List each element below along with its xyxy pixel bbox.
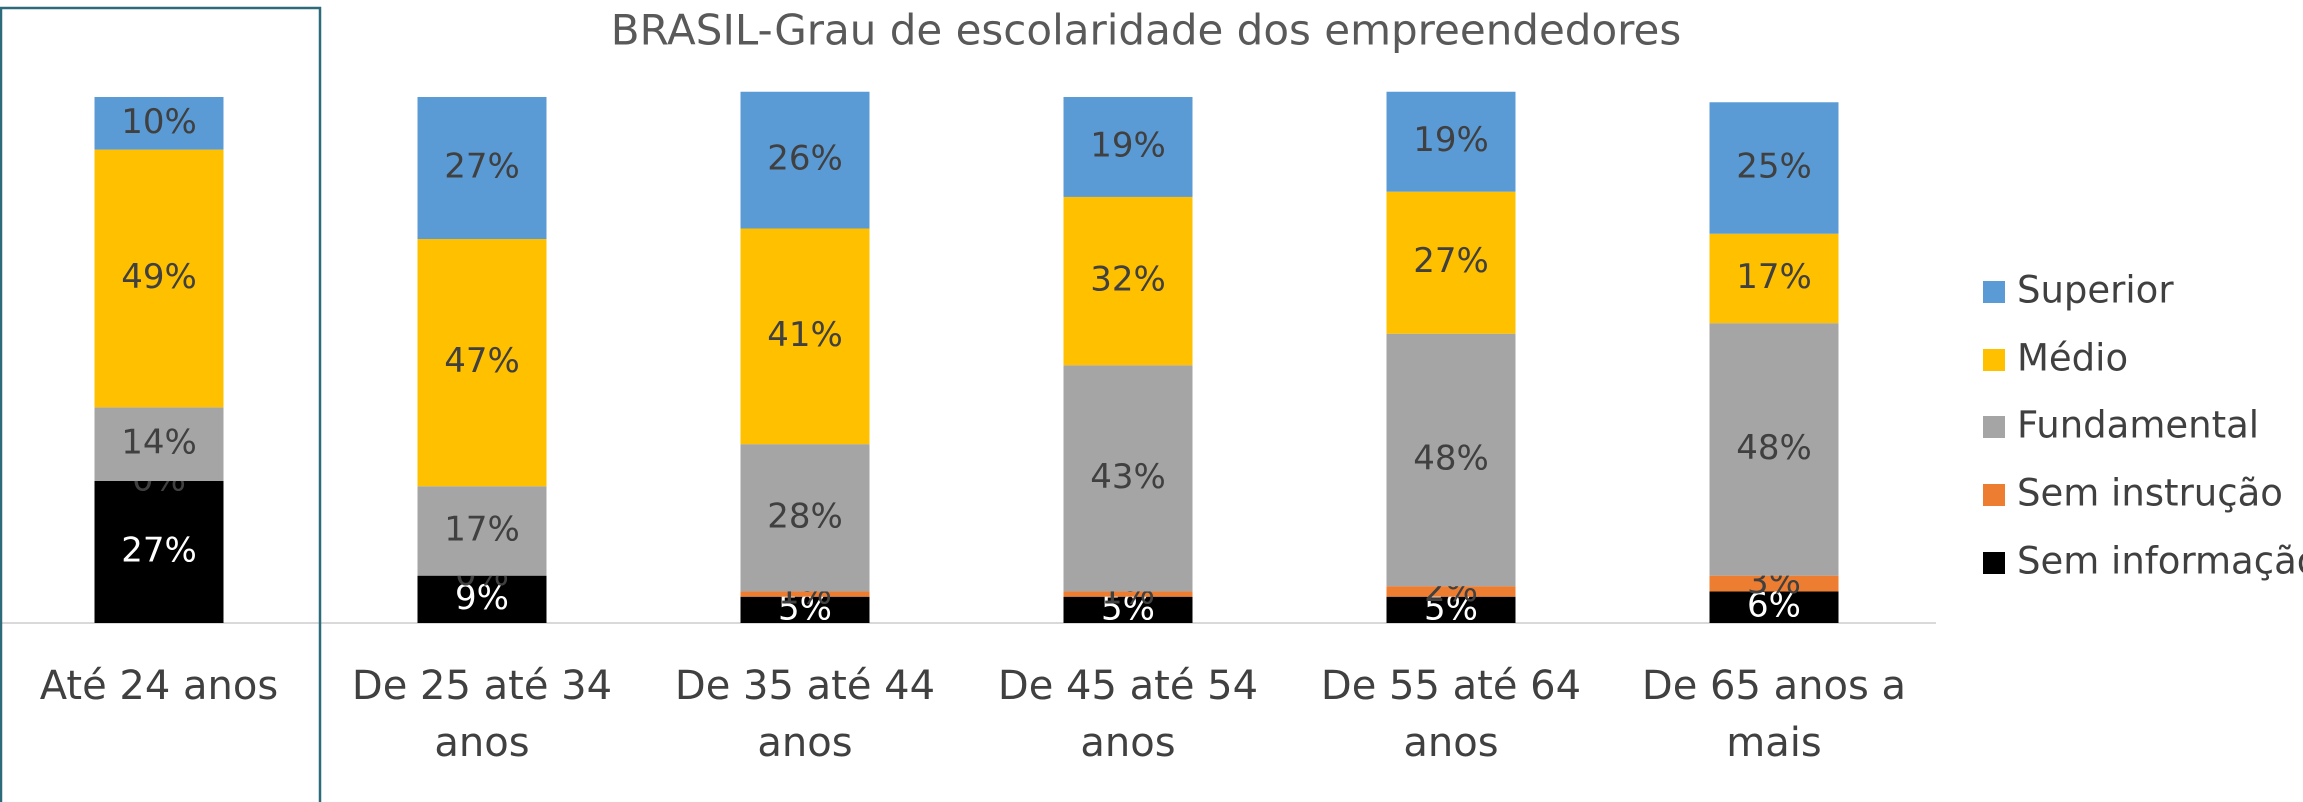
bar-segment <box>1386 333 1516 587</box>
data-label: 6% <box>1747 586 1801 626</box>
data-label: 25% <box>1736 147 1812 187</box>
chart-title: BRASIL-Grau de escolaridade dos empreend… <box>611 6 1681 55</box>
legend-swatch <box>1983 416 2005 438</box>
data-label: 27% <box>121 530 197 570</box>
data-label: 14% <box>121 423 197 463</box>
data-label: 28% <box>767 496 843 536</box>
data-label: 49% <box>121 257 197 297</box>
legend-label: Sem instrução <box>2017 472 2283 515</box>
x-tick-label: De 65 anos a mais <box>1641 663 1907 766</box>
bar-segment <box>94 97 224 150</box>
highlight-box <box>0 6 322 802</box>
bar-segment <box>1063 596 1193 623</box>
data-label: 9% <box>455 578 509 618</box>
data-label: 41% <box>767 315 843 355</box>
bar-segment <box>1709 102 1839 234</box>
x-tick-label: De 45 até 54 anos <box>997 663 1259 766</box>
bar-segment <box>1709 323 1839 576</box>
data-label: 26% <box>767 139 843 179</box>
bar-segment <box>740 596 870 623</box>
bar-segment <box>1386 191 1516 334</box>
bar-segment <box>1709 591 1839 623</box>
legend-swatch <box>1983 281 2005 303</box>
data-label: 19% <box>1413 120 1489 160</box>
x-tick-label: De 35 até 44 anos <box>674 663 936 766</box>
bar-segment <box>740 591 870 597</box>
legend-swatch <box>1983 552 2005 574</box>
bar-segment <box>740 444 870 592</box>
bar-segment <box>740 228 870 445</box>
data-label: 48% <box>1736 428 1812 468</box>
bar-segment <box>740 91 870 229</box>
data-label: 17% <box>1736 257 1812 297</box>
x-tick-label: Até 24 anos <box>39 663 279 709</box>
data-label: 10% <box>121 102 197 142</box>
bar-segment <box>417 239 547 487</box>
data-label: 27% <box>1413 241 1489 281</box>
bar-segment <box>417 97 547 240</box>
bar-segment <box>417 575 547 623</box>
bar-segment <box>1386 91 1516 192</box>
x-tick-label: De 25 até 34 anos <box>351 663 613 766</box>
bar-segment <box>1386 596 1516 623</box>
bar-segment <box>1386 586 1516 597</box>
bar-segment <box>417 486 547 576</box>
bar-segment <box>1063 196 1193 366</box>
data-label: 32% <box>1090 260 1166 300</box>
x-tick-label: De 55 até 64 anos <box>1320 663 1582 766</box>
legend-label: Superior <box>2017 269 2174 312</box>
bar-segment <box>1063 97 1193 197</box>
data-label: 17% <box>444 509 520 549</box>
data-label: 48% <box>1413 438 1489 478</box>
legend-label: Médio <box>2017 337 2128 380</box>
bar-segment <box>1063 365 1193 592</box>
bar-segment <box>1709 233 1839 324</box>
bar-segment <box>1709 575 1839 592</box>
legend-label: Sem informação <box>2017 540 2303 583</box>
data-label: 47% <box>444 341 520 381</box>
bar-segment <box>94 149 224 408</box>
bar-segment <box>1063 591 1193 597</box>
bar-segment <box>94 480 224 623</box>
bar-segment <box>94 407 224 481</box>
legend-swatch <box>1983 484 2005 506</box>
legend-swatch <box>1983 349 2005 371</box>
data-label: 27% <box>444 147 520 187</box>
data-label: 19% <box>1090 125 1166 165</box>
legend-label: Fundamental <box>2017 404 2259 447</box>
data-label: 43% <box>1090 457 1166 497</box>
